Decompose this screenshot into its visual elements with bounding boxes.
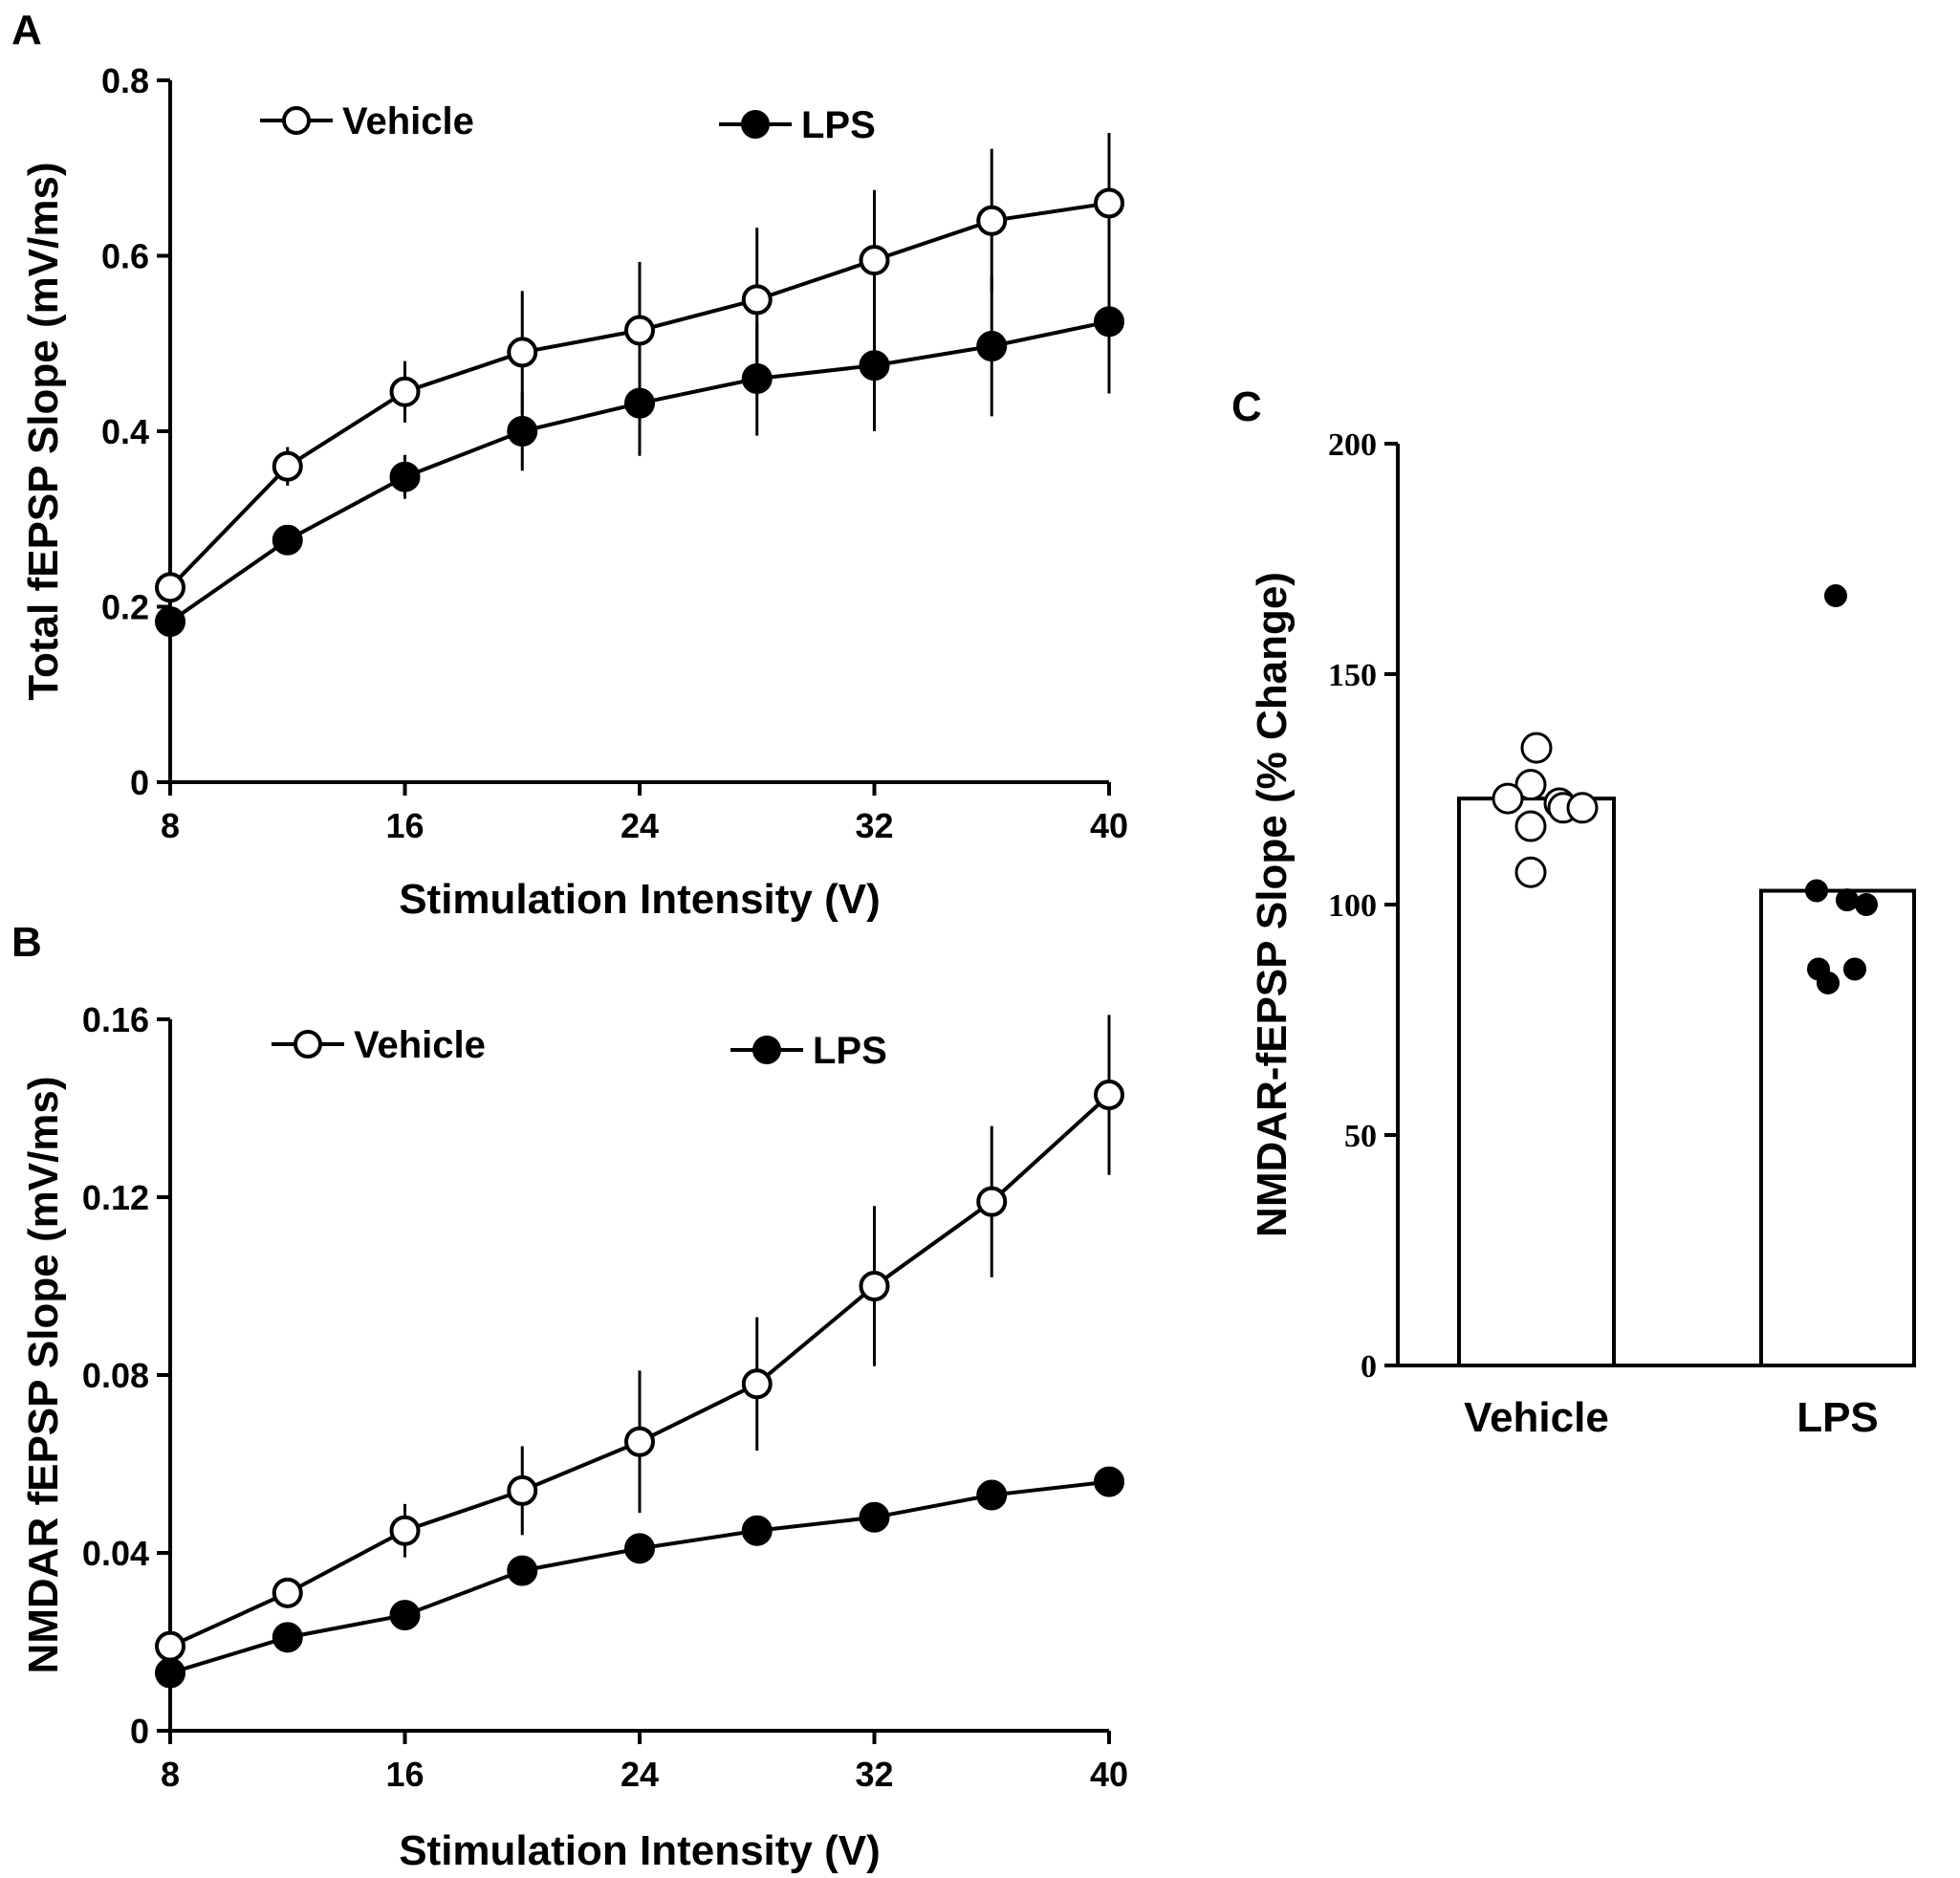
a-legend-vehicle-marker (282, 106, 311, 135)
b-vehicle-point (624, 1426, 655, 1457)
a-y-tick-label: 0.2 (101, 588, 149, 627)
c-y-tick-label: 0 (1361, 1349, 1377, 1385)
b-x-tick-label: 24 (621, 1755, 659, 1794)
c-lps-point (1824, 584, 1847, 608)
a-lps-point (272, 524, 303, 556)
b-lps-point (859, 1501, 890, 1533)
c-vehicle-point (1492, 782, 1524, 815)
a-legend-lps-label: LPS (801, 104, 876, 146)
a-vehicle-point (624, 315, 655, 346)
b-legend-vehicle-label: Vehicle (354, 1024, 486, 1066)
b-lps-point (507, 1555, 538, 1586)
a-vehicle-point (859, 245, 890, 276)
b-vehicle-point (389, 1515, 421, 1546)
a-y-axis-title: Total fEPSP Slope (mV/ms) (20, 162, 67, 700)
a-vehicle-point (389, 376, 421, 407)
b-y-tick-label: 0.04 (82, 1534, 149, 1573)
a-x-tick-label: 16 (385, 806, 424, 845)
b-y-tick-label: 0.08 (82, 1356, 149, 1395)
b-vehicle-point (272, 1577, 303, 1608)
b-vehicle-point (155, 1630, 185, 1662)
b-x-tick-label: 32 (855, 1755, 893, 1794)
b-lps-point (624, 1533, 655, 1564)
a-x-tick-label: 24 (621, 806, 659, 845)
a-lps-point (1094, 306, 1124, 338)
c-y-axis-title: NMDAR-fEPSP Slope (% Change) (1249, 572, 1296, 1237)
b-vehicle-point (859, 1271, 890, 1301)
b-y-axis-title: NMDAR fEPSP Slope (mV/ms) (20, 1076, 67, 1673)
c-vehicle-point (1514, 810, 1547, 842)
c-vehicle-point (1514, 856, 1547, 888)
c-bar-vehicle (1457, 797, 1616, 1367)
b-vehicle-point (741, 1368, 773, 1400)
a-vehicle-point (507, 337, 538, 368)
chart-b: 0 0.04 0.08 0.12 0.16 8 16 24 32 40 Stimulation In… (20, 1000, 1128, 1874)
a-vehicle-point (155, 572, 185, 603)
c-vehicle-point (1566, 792, 1599, 824)
c-category-label-vehicle: Vehicle (1464, 1394, 1609, 1441)
c-y-tick-label: 50 (1344, 1119, 1377, 1154)
b-lps-point (1094, 1466, 1124, 1497)
b-vehicle-point (976, 1186, 1008, 1217)
b-legend-lps-marker (752, 1036, 781, 1064)
a-lps-point (859, 350, 890, 382)
panel-label-b: B (11, 919, 42, 966)
c-lps-point (1805, 879, 1828, 903)
b-x-tick-label: 40 (1090, 1755, 1128, 1794)
b-legend-vehicle-marker (294, 1030, 322, 1059)
b-legend-lps-label: LPS (813, 1030, 887, 1072)
c-vehicle-point (1520, 732, 1553, 764)
a-vehicle-point (272, 450, 303, 482)
b-x-axis-title: Stimulation Intensity (V) (399, 1827, 881, 1874)
chart-a: 0 0.2 0.4 0.6 0.8 8 16 24 32 40 Stimulation Intens… (20, 61, 1128, 923)
a-lps-point (389, 461, 421, 492)
a-legend-lps-marker (741, 110, 770, 139)
a-y-tick-label: 0 (130, 763, 149, 802)
panel-label-a: A (11, 7, 42, 54)
b-y-tick-label: 0.16 (82, 1000, 149, 1039)
b-x-tick-label: 16 (385, 1755, 424, 1794)
b-vehicle-point (507, 1474, 538, 1506)
b-lps-point (389, 1600, 421, 1631)
b-y-tick-label: 0.12 (82, 1178, 149, 1217)
b-lps-point (155, 1657, 185, 1689)
a-y-tick-label: 0.8 (101, 61, 149, 100)
c-category-label-lps: LPS (1797, 1394, 1879, 1441)
c-y-tick-label: 100 (1328, 888, 1377, 924)
a-legend-vehicle-label: Vehicle (342, 100, 474, 142)
b-lps-point (272, 1622, 303, 1653)
c-bar-lps (1759, 888, 1916, 1367)
c-vehicle-point (1514, 769, 1547, 801)
a-lps-point (976, 331, 1008, 362)
b-vehicle-point (1094, 1080, 1124, 1111)
a-lps-point (507, 416, 538, 447)
a-vehicle-point (1094, 187, 1124, 219)
a-x-tick-label: 32 (855, 806, 893, 845)
a-x-tick-label: 40 (1090, 806, 1128, 845)
a-vehicle-point (741, 284, 773, 316)
b-x-tick-label: 8 (161, 1755, 180, 1794)
c-y-tick-label: 150 (1328, 658, 1377, 693)
a-x-axis-title: Stimulation Intensity (V) (399, 876, 881, 923)
a-lps-point (155, 606, 185, 638)
b-y-tick-label: 0 (130, 1712, 149, 1751)
chart-c: 0 50 100 150 200 NMDAR-fEPSP Slope (% Change)… (1249, 427, 1916, 1441)
panel-label-c: C (1231, 383, 1262, 430)
a-vehicle-point (976, 205, 1008, 236)
b-lps-point (976, 1479, 1008, 1511)
a-y-tick-label: 0.6 (101, 237, 149, 276)
c-lps-point (1836, 888, 1859, 912)
c-lps-point (1855, 893, 1878, 916)
c-lps-point (1843, 957, 1866, 981)
a-x-tick-label: 8 (161, 806, 180, 845)
a-y-tick-label: 0.4 (101, 412, 149, 451)
b-lps-point (741, 1515, 773, 1546)
c-lps-point (1817, 971, 1840, 994)
c-y-tick-label: 200 (1328, 427, 1377, 463)
